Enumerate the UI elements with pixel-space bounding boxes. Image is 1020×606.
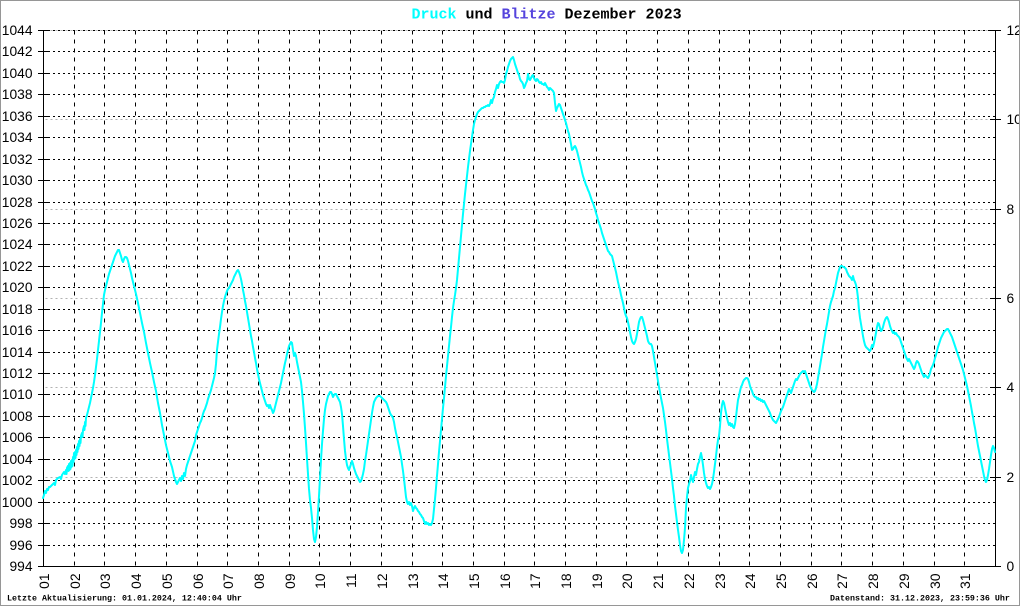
svg-text:2: 2 [1007,470,1015,485]
svg-text:07: 07 [221,574,236,589]
svg-text:0: 0 [1007,559,1015,574]
svg-text:Datenstand: 31.12.2023, 23:59:: Datenstand: 31.12.2023, 23:59:36 Uhr [830,594,1010,604]
svg-text:22: 22 [682,574,697,589]
svg-text:1002: 1002 [2,473,33,488]
svg-text:17: 17 [528,574,543,589]
svg-text:1008: 1008 [2,409,33,424]
svg-text:19: 19 [590,573,605,589]
svg-text:1014: 1014 [2,345,33,360]
svg-text:1012: 1012 [2,366,33,381]
svg-text:994: 994 [9,559,32,574]
svg-text:29: 29 [897,573,912,589]
svg-text:09: 09 [283,573,298,589]
svg-text:998: 998 [9,516,32,531]
svg-text:13: 13 [406,573,421,589]
svg-text:1030: 1030 [2,173,33,188]
svg-text:1000: 1000 [2,495,33,510]
svg-text:28: 28 [866,573,881,589]
svg-text:1010: 1010 [2,387,33,402]
svg-text:6: 6 [1007,291,1015,306]
svg-text:27: 27 [835,574,850,589]
svg-text:15: 15 [467,573,482,589]
svg-text:24: 24 [743,573,758,589]
svg-text:1042: 1042 [2,44,33,59]
svg-text:1022: 1022 [2,259,33,274]
svg-text:04: 04 [129,573,144,589]
svg-text:1036: 1036 [2,109,33,124]
svg-text:23: 23 [713,573,728,589]
svg-text:1004: 1004 [2,452,33,467]
svg-text:25: 25 [774,573,789,589]
svg-text:31: 31 [958,574,973,589]
svg-text:21: 21 [651,574,666,589]
svg-text:10: 10 [1007,112,1020,127]
svg-text:18: 18 [559,573,574,589]
svg-text:4: 4 [1007,380,1015,395]
svg-text:12: 12 [1007,23,1020,38]
svg-text:1026: 1026 [2,216,33,231]
svg-text:08: 08 [252,573,267,589]
svg-text:06: 06 [191,573,206,589]
svg-text:1034: 1034 [2,130,33,145]
svg-text:1040: 1040 [2,66,33,81]
svg-text:1028: 1028 [2,195,33,210]
svg-text:1044: 1044 [2,23,33,38]
svg-text:1016: 1016 [2,323,33,338]
svg-text:26: 26 [805,573,820,589]
svg-text:1018: 1018 [2,302,33,317]
svg-text:996: 996 [9,538,32,553]
svg-text:03: 03 [98,573,113,589]
svg-text:1006: 1006 [2,430,33,445]
svg-text:8: 8 [1007,202,1015,217]
svg-text:30: 30 [928,573,943,589]
svg-text:14: 14 [436,573,451,589]
svg-text:Letzte Aktualisierung: 01.01.2: Letzte Aktualisierung: 01.01.2024, 12:40… [7,594,242,604]
svg-text:1020: 1020 [2,280,33,295]
svg-text:1038: 1038 [2,87,33,102]
svg-text:20: 20 [620,573,635,589]
svg-text:11: 11 [344,574,359,588]
svg-text:05: 05 [160,573,175,589]
svg-text:12: 12 [375,574,390,589]
svg-text:1032: 1032 [2,152,33,167]
svg-text:01: 01 [37,574,52,589]
svg-text:02: 02 [68,574,83,589]
svg-text:1024: 1024 [2,237,33,252]
svg-text:Druck und Blitze Dezember 2023: Druck und Blitze Dezember 2023 [412,6,682,23]
svg-text:16: 16 [498,573,513,589]
svg-text:10: 10 [313,573,328,589]
